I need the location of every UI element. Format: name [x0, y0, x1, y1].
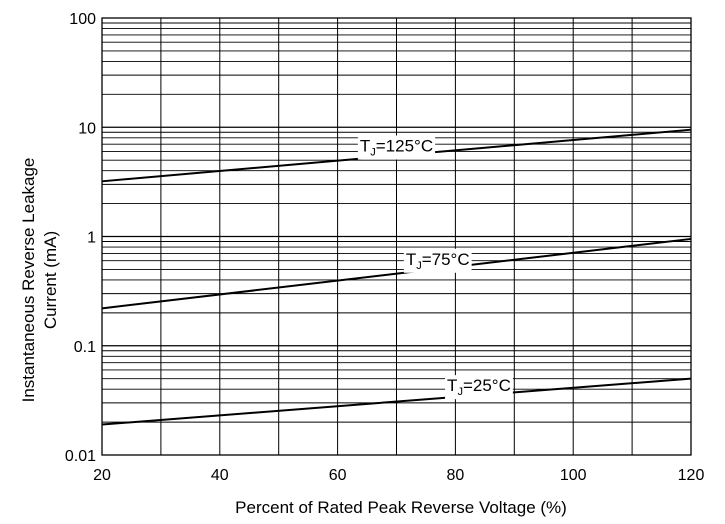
- y-tick-label: 100: [69, 11, 96, 28]
- y-tick-label: 0.01: [65, 448, 96, 465]
- x-tick-label: 100: [560, 467, 587, 484]
- series-line: [101, 237, 692, 310]
- series-label-background: [403, 248, 472, 273]
- x-axis-title: Percent of Rated Peak Reverse Voltage (%…: [235, 498, 567, 517]
- y-tick-label: 10: [78, 120, 96, 137]
- x-tick-label: 20: [93, 467, 111, 484]
- y-tick-label: 0.1: [74, 339, 96, 356]
- plot-frame: [101, 17, 692, 456]
- y-axis-title-line1: Instantaneous Reverse Leakage: [19, 158, 38, 403]
- grid: [102, 18, 691, 455]
- curve-labels: TJ=125°C TJ=75°C TJ=25°C: [357, 135, 513, 400]
- y-tick-labels: 0.01 0.1 1 10 100: [65, 11, 96, 465]
- y-tick-label: 1: [87, 230, 96, 247]
- series-label-background: [357, 135, 436, 160]
- y-axis-title: Instantaneous Reverse Leakage Current (m…: [19, 158, 60, 403]
- series-label: TJ=25°C: [447, 376, 511, 398]
- x-tick-label: 60: [329, 467, 347, 484]
- y-axis-title-line2: Current (mA): [41, 231, 60, 329]
- x-tick-labels: 20 40 60 80 100 120: [93, 467, 704, 484]
- series-line: [101, 377, 692, 426]
- series-label: TJ=125°C: [360, 136, 433, 158]
- x-tick-label: 120: [678, 467, 705, 484]
- series-label: TJ=75°C: [406, 250, 470, 272]
- x-tick-label: 40: [211, 467, 229, 484]
- series-label-background: [445, 375, 513, 400]
- x-tick-label: 80: [447, 467, 465, 484]
